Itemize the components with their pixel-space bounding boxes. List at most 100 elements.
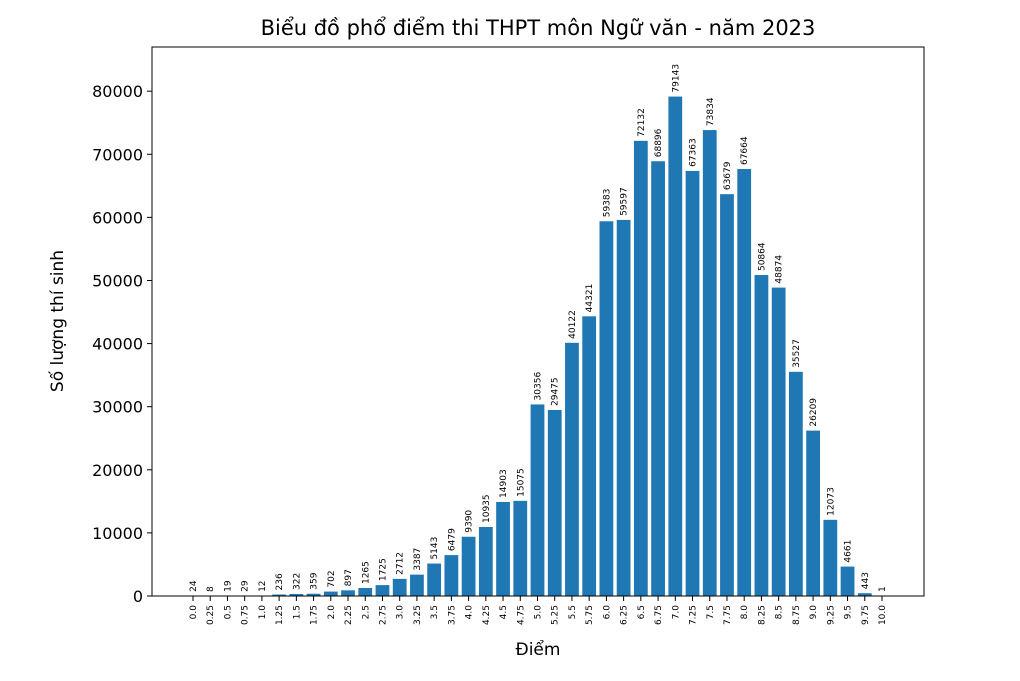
- data-label: 63679: [723, 161, 733, 190]
- bar: [289, 593, 304, 596]
- data-label: 59383: [602, 189, 612, 218]
- x-tick-label: 8.5: [775, 605, 785, 619]
- data-label: 35527: [792, 339, 802, 368]
- data-label: 48874: [775, 255, 785, 284]
- bar: [823, 519, 838, 596]
- data-label: 26209: [809, 398, 819, 427]
- x-tick-label: 1.0: [258, 605, 268, 620]
- bar: [461, 536, 476, 596]
- x-tick-label: 5.25: [551, 605, 561, 625]
- x-tick-label: 2.0: [327, 605, 337, 620]
- bar: [565, 342, 579, 596]
- bar: [788, 371, 803, 596]
- data-label: 6479: [447, 528, 457, 551]
- x-tick-label: 8.25: [757, 605, 767, 625]
- data-label: 79143: [671, 64, 681, 93]
- bar: [771, 287, 786, 596]
- data-label: 8: [206, 586, 216, 592]
- data-label: 1265: [361, 561, 371, 584]
- data-label: 1725: [378, 558, 388, 581]
- bar: [427, 563, 442, 596]
- x-tick-label: 5.75: [585, 605, 595, 625]
- x-tick-label: 2.5: [361, 605, 371, 619]
- data-label: 19: [223, 580, 233, 592]
- bar: [806, 430, 820, 596]
- x-tick-label: 3.0: [396, 605, 406, 620]
- x-tick-label: 6.25: [620, 605, 630, 625]
- data-label: 443: [861, 572, 871, 589]
- y-tick-label: 70000: [92, 145, 143, 164]
- bar: [599, 221, 614, 596]
- bar: [754, 275, 769, 596]
- data-label: 44321: [585, 284, 595, 313]
- data-label: 29475: [551, 377, 561, 406]
- data-label: 15075: [516, 468, 526, 497]
- bar: [616, 219, 631, 597]
- x-tick-label: 0.5: [223, 605, 233, 619]
- bar: [478, 526, 493, 596]
- x-tick-label: 4.0: [465, 605, 475, 620]
- bar: [582, 316, 597, 596]
- data-label: 10935: [482, 494, 492, 523]
- y-tick-label: 60000: [92, 208, 143, 227]
- data-label: 67363: [689, 138, 699, 167]
- data-label: 40122: [568, 310, 578, 339]
- x-tick-label: 0.75: [241, 605, 251, 625]
- bar: [857, 593, 872, 596]
- bar: [840, 566, 855, 596]
- bar: [633, 140, 648, 596]
- bar: [720, 194, 734, 596]
- x-tick-label: 10.0: [878, 605, 888, 625]
- y-tick-label: 50000: [92, 271, 143, 290]
- data-label: 50864: [757, 242, 767, 271]
- data-label: 5143: [430, 537, 440, 560]
- data-label: 2712: [396, 552, 406, 575]
- data-label: 14903: [499, 469, 509, 498]
- x-tick-label: 3.5: [430, 605, 440, 619]
- bar: [358, 588, 373, 596]
- x-tick-label: 6.0: [602, 605, 612, 620]
- data-label: 236: [275, 573, 285, 590]
- x-tick-label: 7.75: [723, 605, 733, 625]
- x-tick-label: 5.0: [534, 605, 544, 620]
- bar: [737, 169, 752, 596]
- x-tick-label: 8.75: [792, 605, 802, 625]
- y-axis-label: Số lượng thí sinh: [47, 250, 68, 392]
- data-label: 67664: [740, 136, 750, 165]
- bar: [651, 161, 665, 596]
- bar: [410, 574, 424, 596]
- data-label: 3387: [413, 548, 423, 571]
- x-tick-label: 4.5: [499, 605, 509, 619]
- bar: [341, 590, 355, 596]
- y-tick-label: 10000: [92, 524, 143, 543]
- data-label: 12073: [826, 487, 836, 516]
- data-label: 30356: [534, 372, 544, 401]
- x-tick-label: 1.5: [292, 605, 302, 619]
- bar: [685, 170, 700, 596]
- bar: [547, 410, 562, 596]
- data-label: 897: [344, 569, 354, 586]
- data-label: 702: [327, 570, 337, 587]
- x-tick-label: 9.75: [861, 605, 871, 625]
- x-tick-label: 9.0: [809, 605, 819, 620]
- chart-title: Biểu đồ phổ điểm thi THPT môn Ngữ văn - …: [261, 16, 816, 40]
- x-tick-label: 1.25: [275, 605, 285, 625]
- x-tick-label: 0.0: [189, 605, 199, 620]
- bar: [272, 594, 287, 596]
- data-label: 68896: [654, 128, 664, 157]
- y-tick-label: 40000: [92, 335, 143, 354]
- bar: [668, 96, 683, 596]
- bar: [323, 591, 338, 596]
- x-tick-label: 1.75: [310, 605, 320, 625]
- y-tick-label: 0: [133, 587, 143, 606]
- data-label: 12: [258, 580, 268, 591]
- bar: [444, 555, 459, 596]
- x-tick-label: 3.75: [447, 605, 457, 625]
- x-tick-label: 9.5: [844, 605, 854, 619]
- data-label: 322: [292, 573, 302, 590]
- x-tick-label: 7.0: [671, 605, 681, 620]
- bar: [702, 130, 717, 596]
- data-label: 4661: [844, 540, 854, 563]
- data-label: 1: [878, 586, 888, 592]
